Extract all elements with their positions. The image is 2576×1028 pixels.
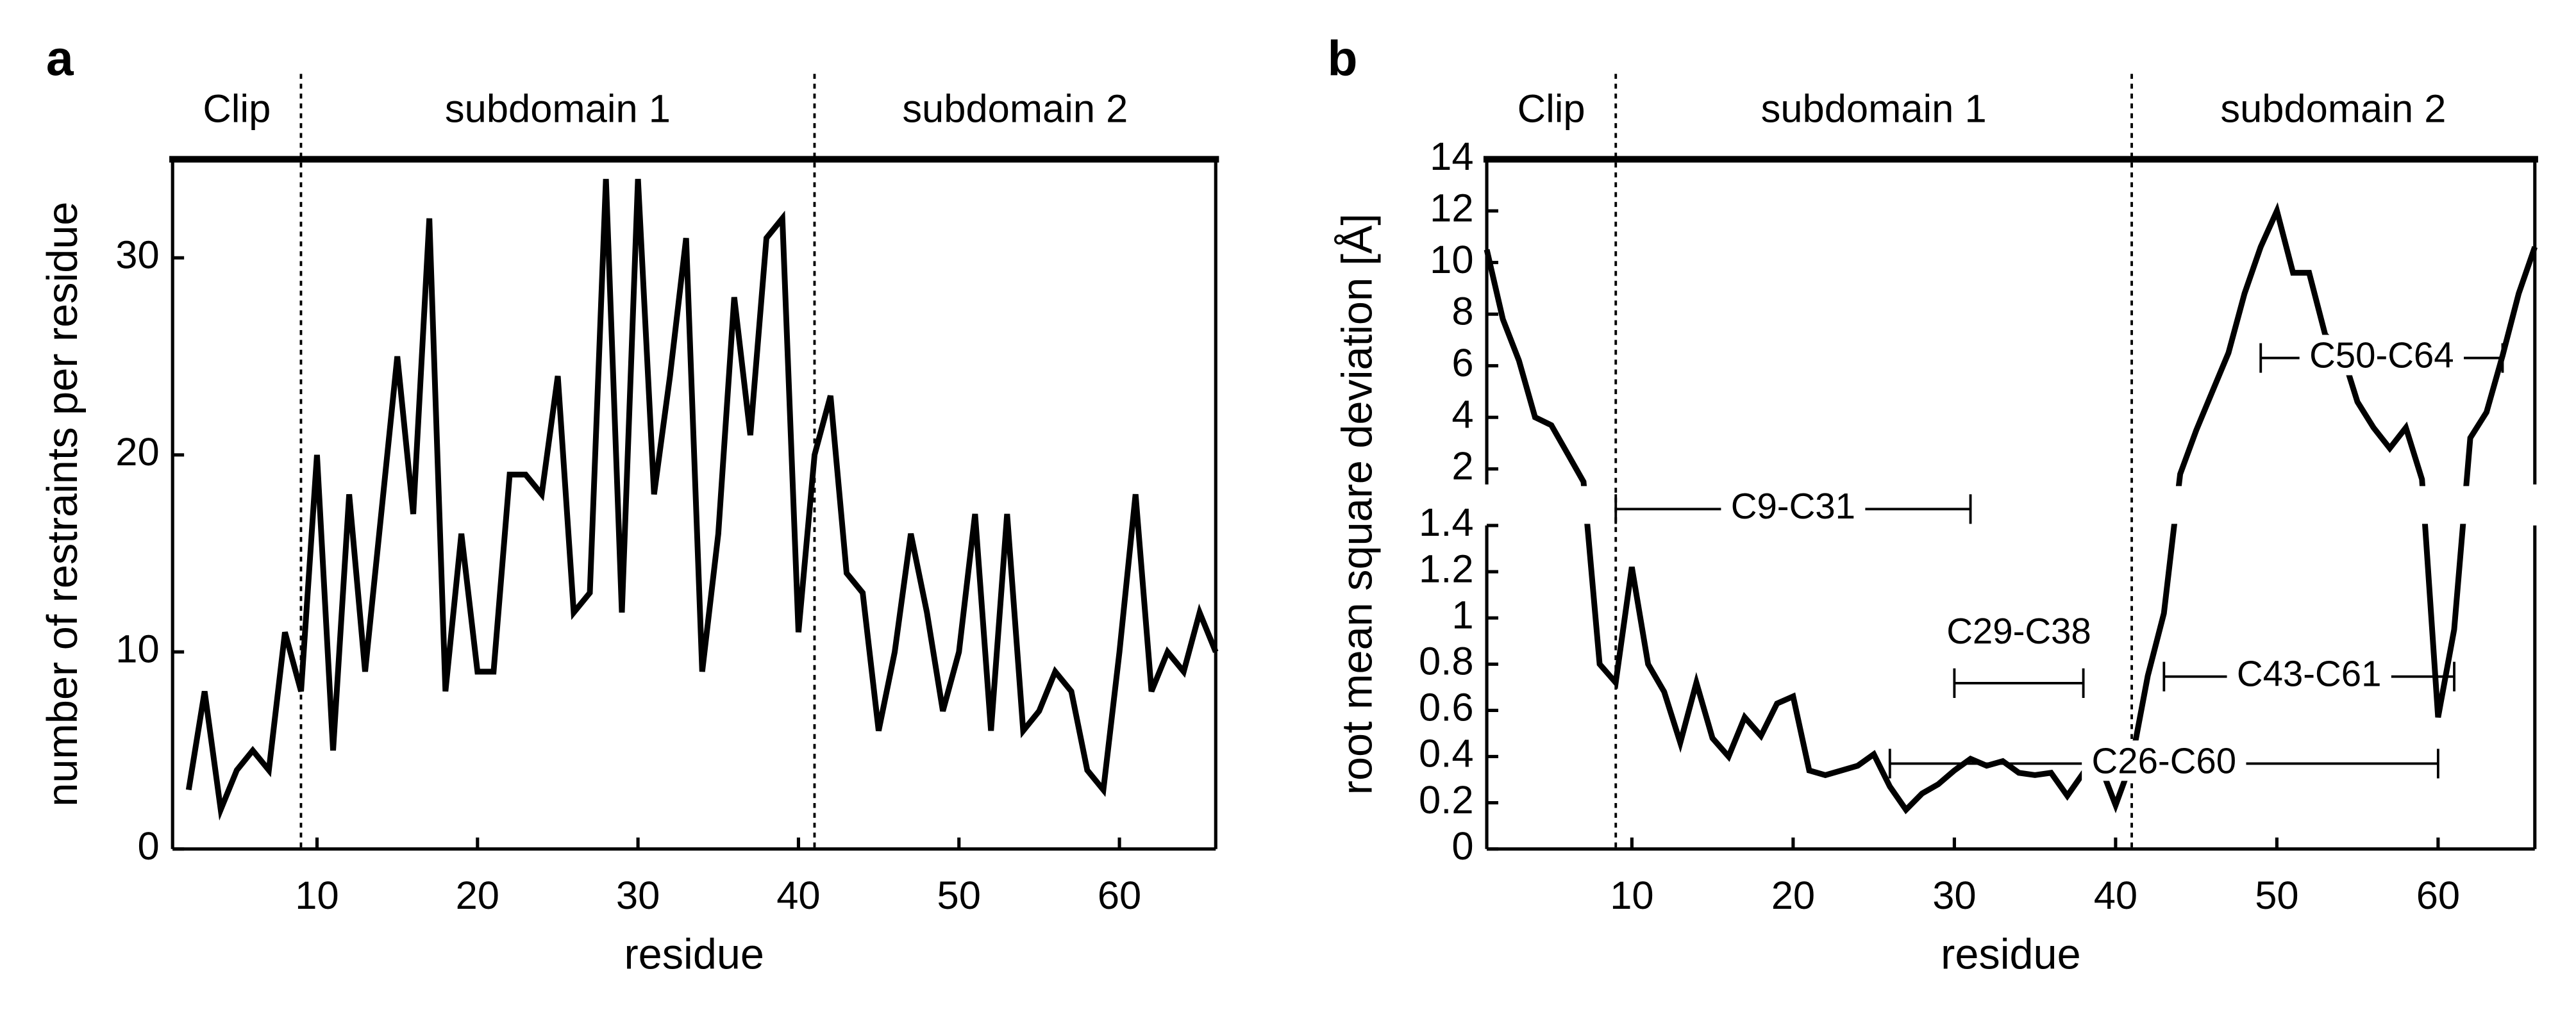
x-tick-label: 30: [616, 874, 660, 918]
y-tick-label: 4: [1451, 392, 1473, 436]
bond-label: C29-C38: [1946, 611, 2091, 651]
y-tick-label: 10: [1430, 238, 1473, 282]
x-tick-label: 20: [456, 874, 499, 918]
bond-label-bg: [2082, 740, 2246, 781]
x-tick-label: 60: [1098, 874, 1141, 918]
y-tick-label: 1.4: [1419, 501, 1473, 545]
y-tick-label: 0: [137, 824, 159, 868]
y-tick-label: 0.4: [1419, 732, 1473, 776]
region-label: subdomain 1: [1761, 87, 1987, 131]
x-tick-label: 40: [2094, 874, 2137, 918]
y-tick-label: 30: [115, 233, 159, 278]
x-tick-label: 10: [295, 874, 339, 918]
y-tick-label: 6: [1451, 341, 1473, 385]
y-tick-label: 10: [115, 627, 159, 671]
region-label: Clip: [1518, 87, 1585, 131]
x-tick-label: 50: [2255, 874, 2298, 918]
y-tick-label: 0: [1451, 824, 1473, 868]
bond-label-bg: [1721, 486, 1866, 527]
y-tick-label: 0.8: [1419, 640, 1473, 684]
y-tick-label: 1: [1451, 593, 1473, 637]
y-tick-label: 8: [1451, 289, 1473, 333]
panel-label: b: [1327, 31, 1357, 87]
bond-label: C26-C60: [2092, 740, 2237, 781]
x-tick-label: 60: [2416, 874, 2460, 918]
x-tick-label: 20: [1771, 874, 1815, 918]
y-tick-label: 0.2: [1419, 778, 1473, 822]
bond-label: C50-C64: [2309, 335, 2454, 375]
y-tick-label: 2: [1451, 444, 1473, 488]
y-tick-label: 14: [1430, 135, 1473, 179]
bond-label-bg: [2227, 653, 2391, 694]
y-tick-label: 12: [1430, 186, 1473, 230]
y-axis-label: root mean square deviation [Å]: [1334, 213, 1381, 795]
y-tick-label: 0.6: [1419, 686, 1473, 730]
bond-label-bg: [2299, 335, 2464, 376]
y-tick-label: 1.2: [1419, 547, 1473, 591]
x-axis-label: residue: [1941, 931, 2080, 978]
y-tick-label: 20: [115, 430, 159, 474]
panel-label: a: [46, 31, 74, 87]
x-axis-label: residue: [624, 931, 764, 978]
y-axis-label: number of restraints per residue: [39, 202, 87, 807]
x-tick-label: 40: [776, 874, 820, 918]
x-tick-label: 10: [1610, 874, 1653, 918]
x-tick-label: 30: [1932, 874, 1976, 918]
bond-label: C43-C61: [2237, 654, 2382, 694]
region-label: subdomain 2: [2220, 87, 2446, 131]
data-line: [1484, 202, 2538, 815]
region-label: subdomain 1: [445, 87, 671, 131]
region-label: Clip: [203, 87, 271, 131]
region-label: subdomain 2: [902, 87, 1128, 131]
x-tick-label: 50: [937, 874, 981, 918]
data-line: [185, 179, 1219, 821]
axis-break-gap: [1470, 486, 2552, 524]
bond-label: C9-C31: [1731, 486, 1855, 526]
